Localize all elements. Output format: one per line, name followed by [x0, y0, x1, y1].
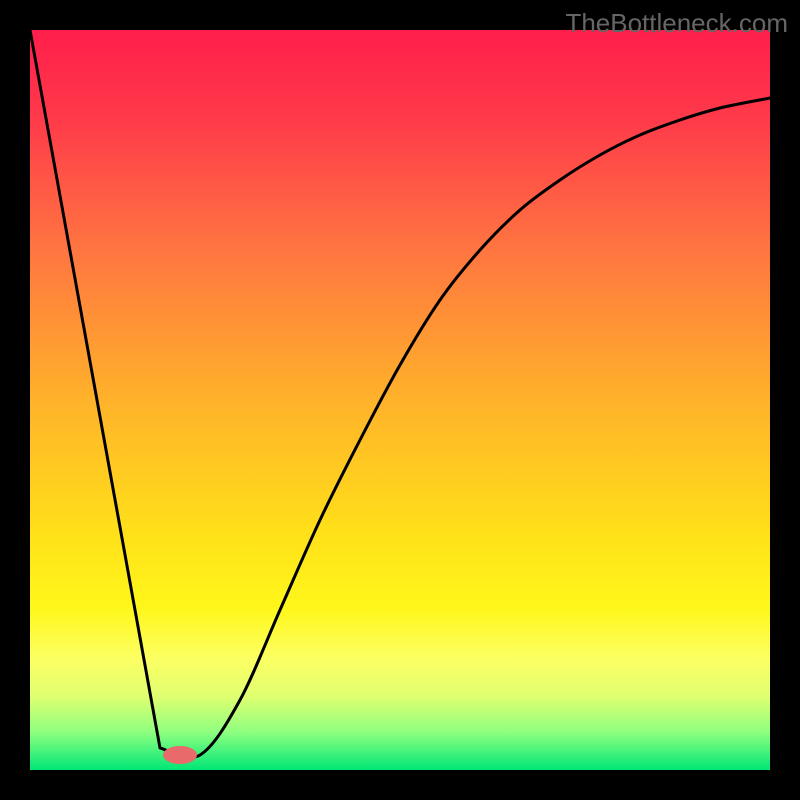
bottleneck-chart: [0, 0, 800, 800]
optimal-marker: [163, 746, 197, 764]
chart-container: TheBottleneck.com: [0, 0, 800, 800]
watermark-text: TheBottleneck.com: [565, 8, 788, 39]
chart-plot-area: [30, 30, 770, 770]
